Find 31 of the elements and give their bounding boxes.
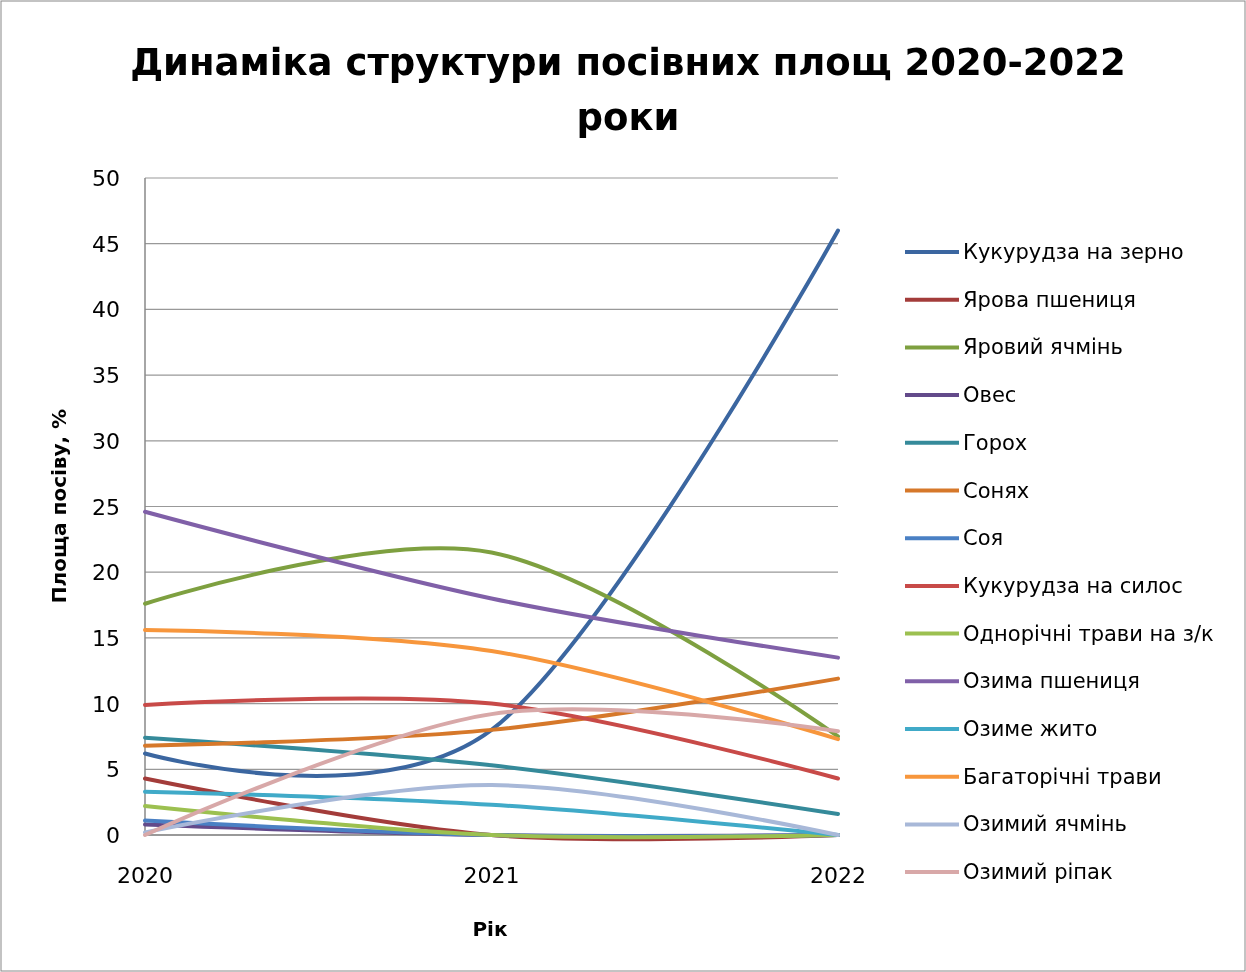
y-tick-label: 10 bbox=[92, 691, 120, 717]
legend-label: Озимий ячмінь bbox=[963, 812, 1127, 837]
y-tick-label: 40 bbox=[92, 297, 120, 323]
y-tick-label: 25 bbox=[92, 494, 120, 520]
legend-label: Ярова пшениця bbox=[963, 287, 1136, 312]
y-tick-label: 50 bbox=[92, 166, 120, 191]
y-tick-label: 35 bbox=[92, 363, 120, 389]
legend-label: Озима пшениця bbox=[963, 669, 1140, 694]
legend-label: Озимий ріпак bbox=[963, 860, 1113, 885]
x-axis-title: Рік bbox=[472, 917, 508, 941]
legend-label: Кукурудза на силос bbox=[963, 573, 1183, 598]
y-tick-label: 5 bbox=[106, 757, 120, 783]
y-tick-label: 0 bbox=[106, 823, 120, 848]
legend-label: Соя bbox=[963, 526, 1004, 551]
y-axis-title: Площа посіву, % bbox=[47, 408, 71, 604]
legend-label: Озиме жито bbox=[963, 717, 1098, 741]
y-tick-label: 15 bbox=[92, 625, 120, 651]
legend-label: Овес bbox=[963, 383, 1017, 408]
x-tick-label: 2020 bbox=[117, 863, 173, 888]
y-tick-label: 45 bbox=[92, 231, 120, 257]
legend-label: Однорічні трави на з/к bbox=[963, 621, 1214, 646]
y-tick-label: 20 bbox=[92, 560, 120, 586]
legend-label: Багаторічні трави bbox=[963, 764, 1162, 789]
x-tick-label: 2021 bbox=[463, 863, 520, 888]
y-tick-label: 30 bbox=[92, 428, 120, 454]
x-tick-label: 2022 bbox=[810, 863, 866, 888]
legend-label: Яровий ячмінь bbox=[963, 335, 1123, 360]
chart-title: Динаміка структури посівних площ 2020-2022 роки bbox=[130, 41, 1126, 139]
legend-label: Горох bbox=[963, 430, 1028, 455]
legend-label: Сонях bbox=[963, 478, 1030, 503]
legend-label: Кукурудза на зерно bbox=[963, 240, 1184, 264]
